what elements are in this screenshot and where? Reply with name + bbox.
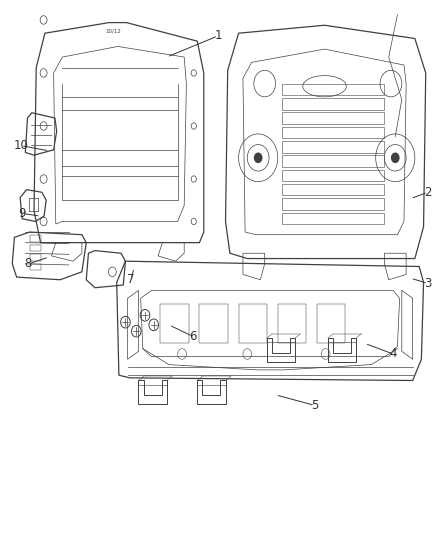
Text: 8: 8 (25, 257, 32, 270)
Text: 1: 1 (214, 29, 222, 42)
Text: 5: 5 (311, 399, 318, 412)
Text: 2: 2 (424, 186, 432, 199)
Text: 10/12: 10/12 (106, 28, 121, 33)
Text: 6: 6 (189, 330, 197, 343)
Text: 7: 7 (127, 273, 135, 286)
Text: 9: 9 (18, 207, 26, 220)
Circle shape (254, 152, 262, 163)
Text: 3: 3 (424, 277, 431, 290)
Circle shape (391, 152, 399, 163)
Text: 10: 10 (14, 139, 28, 152)
Text: 4: 4 (389, 348, 397, 360)
